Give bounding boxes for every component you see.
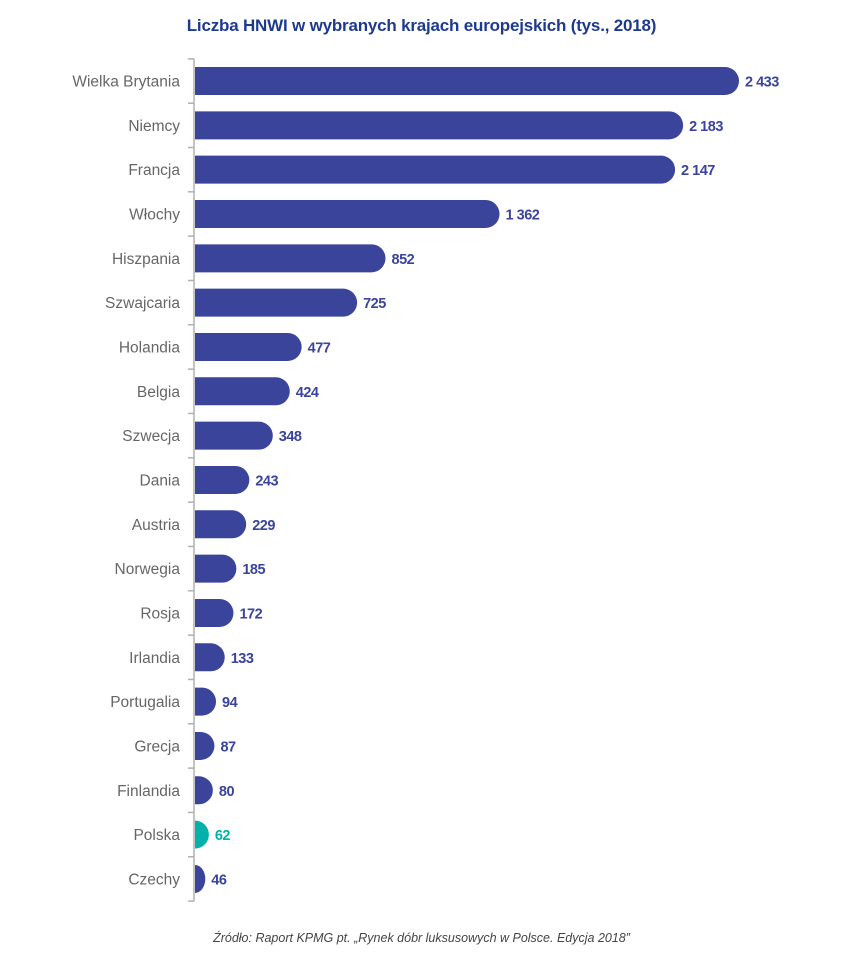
category-label: Grecja	[134, 738, 180, 755]
bar-grecja	[195, 731, 215, 760]
data-label: 94	[222, 695, 238, 711]
bar-polska	[195, 820, 209, 849]
data-label: 1 362	[506, 207, 540, 223]
category-label: Hiszpania	[112, 251, 180, 268]
bar-austria	[195, 510, 247, 539]
category-label: Holandia	[119, 339, 181, 356]
category-label: Finlandia	[117, 783, 180, 800]
category-label: Szwajcaria	[105, 295, 180, 312]
data-label: 2 433	[745, 75, 779, 91]
category-label: Czechy	[128, 871, 180, 888]
bar-portugalia	[195, 687, 217, 716]
data-label: 172	[239, 606, 262, 622]
category-label: Belgia	[137, 384, 180, 401]
bar-szwajcaria	[195, 288, 358, 317]
category-label: Rosja	[140, 605, 180, 622]
category-label: Wielka Brytania	[72, 74, 180, 91]
data-label: 852	[392, 252, 415, 268]
data-label: 133	[231, 651, 254, 667]
bar-holandia	[195, 332, 302, 361]
category-label: Niemcy	[128, 118, 180, 135]
data-label: 80	[219, 784, 235, 800]
category-label: Irlandia	[129, 650, 180, 667]
category-label: Norwegia	[115, 561, 181, 578]
bar-wielka-brytania	[195, 67, 739, 95]
data-label: 2 147	[681, 163, 715, 179]
category-label: Austria	[132, 517, 181, 534]
category-label: Dania	[140, 472, 181, 489]
bar-niemcy	[195, 111, 684, 140]
bar-finlandia	[195, 776, 213, 805]
data-label: 348	[279, 429, 302, 445]
category-label: Francja	[128, 162, 180, 179]
bar-dania	[195, 465, 250, 494]
category-label: Polska	[133, 827, 180, 844]
category-label: Portugalia	[110, 694, 180, 711]
data-label: 46	[211, 872, 227, 888]
data-label: 185	[242, 562, 265, 578]
data-label: 2 183	[689, 119, 723, 135]
bar-hiszpania	[195, 244, 386, 273]
data-label: 424	[296, 385, 319, 401]
data-label: 725	[363, 296, 386, 312]
bar-irlandia	[195, 643, 225, 672]
data-label: 243	[255, 473, 278, 489]
data-label: 477	[308, 340, 331, 356]
bar-włochy	[195, 199, 500, 228]
chart-title: Liczba HNWI w wybranych krajach europejs…	[186, 16, 657, 35]
data-label: 62	[215, 828, 231, 844]
data-label: 229	[252, 518, 275, 534]
bar-francja	[195, 155, 676, 184]
category-label: Szwecja	[122, 428, 180, 445]
source-note: Źródło: Raport KPMG pt. „Rynek dóbr luks…	[213, 931, 630, 945]
bar-czechy	[195, 864, 206, 893]
data-label: 87	[220, 739, 236, 755]
bar-rosja	[195, 598, 234, 627]
bar-norwegia	[195, 554, 237, 583]
bar-szwecja	[195, 421, 273, 450]
category-label: Włochy	[129, 206, 180, 223]
bar-belgia	[195, 377, 290, 406]
